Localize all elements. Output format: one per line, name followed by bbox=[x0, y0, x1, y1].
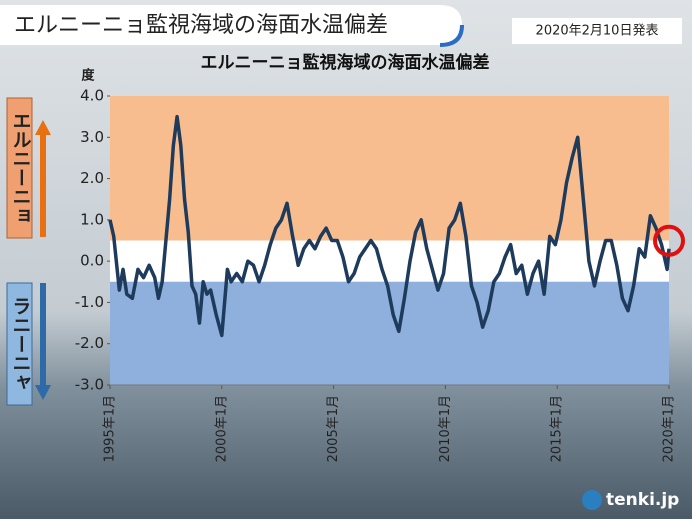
chart-title: エルニーニョ監視海域の海面水温偏差 bbox=[201, 52, 490, 73]
header-title: エルニーニョ監視海域の海面水温偏差 bbox=[14, 13, 388, 38]
el-nino-arrow bbox=[35, 120, 51, 237]
el-nino-box bbox=[6, 97, 33, 239]
y-tick-label: 0.0 bbox=[80, 252, 104, 270]
band bbox=[110, 240, 669, 282]
date: 2020年2月10日発表 bbox=[536, 24, 659, 39]
highlight-ring bbox=[653, 224, 685, 257]
y-tick-label: 4.0 bbox=[80, 87, 104, 105]
la-nina-box bbox=[6, 282, 33, 406]
logo-icon bbox=[582, 490, 602, 510]
x-tick-label: 1995年1月 bbox=[103, 395, 118, 462]
band bbox=[110, 96, 669, 241]
x-tick-label: 2000年1月 bbox=[214, 395, 229, 462]
y-tick-label: 1.0 bbox=[80, 210, 104, 228]
y-tick-label: -1.0 bbox=[75, 293, 104, 311]
date-box bbox=[512, 18, 682, 44]
header-box bbox=[0, 5, 462, 45]
x-tick-label: 2005年1月 bbox=[326, 395, 341, 462]
plot bbox=[107, 95, 685, 389]
el-nino-label: エルニーニョ bbox=[10, 111, 32, 225]
y-tick-label: 2.0 bbox=[80, 169, 104, 187]
header-accent bbox=[439, 24, 464, 47]
la-nina-label: ラニーニャ bbox=[10, 297, 32, 392]
line bbox=[108, 114, 671, 338]
y-label: 度 bbox=[81, 68, 95, 84]
la-nina-arrow bbox=[35, 283, 51, 400]
y-tick-label: 3.0 bbox=[80, 128, 104, 146]
y-tick-label: -2.0 bbox=[75, 334, 104, 352]
x-tick-label: 2020年1月 bbox=[662, 395, 677, 462]
x-tick-label: 2010年1月 bbox=[438, 395, 453, 462]
y-tick-label: -3.0 bbox=[75, 376, 104, 394]
logo: tenki.jp bbox=[606, 490, 679, 510]
x-tick-label: 2015年1月 bbox=[550, 395, 565, 462]
